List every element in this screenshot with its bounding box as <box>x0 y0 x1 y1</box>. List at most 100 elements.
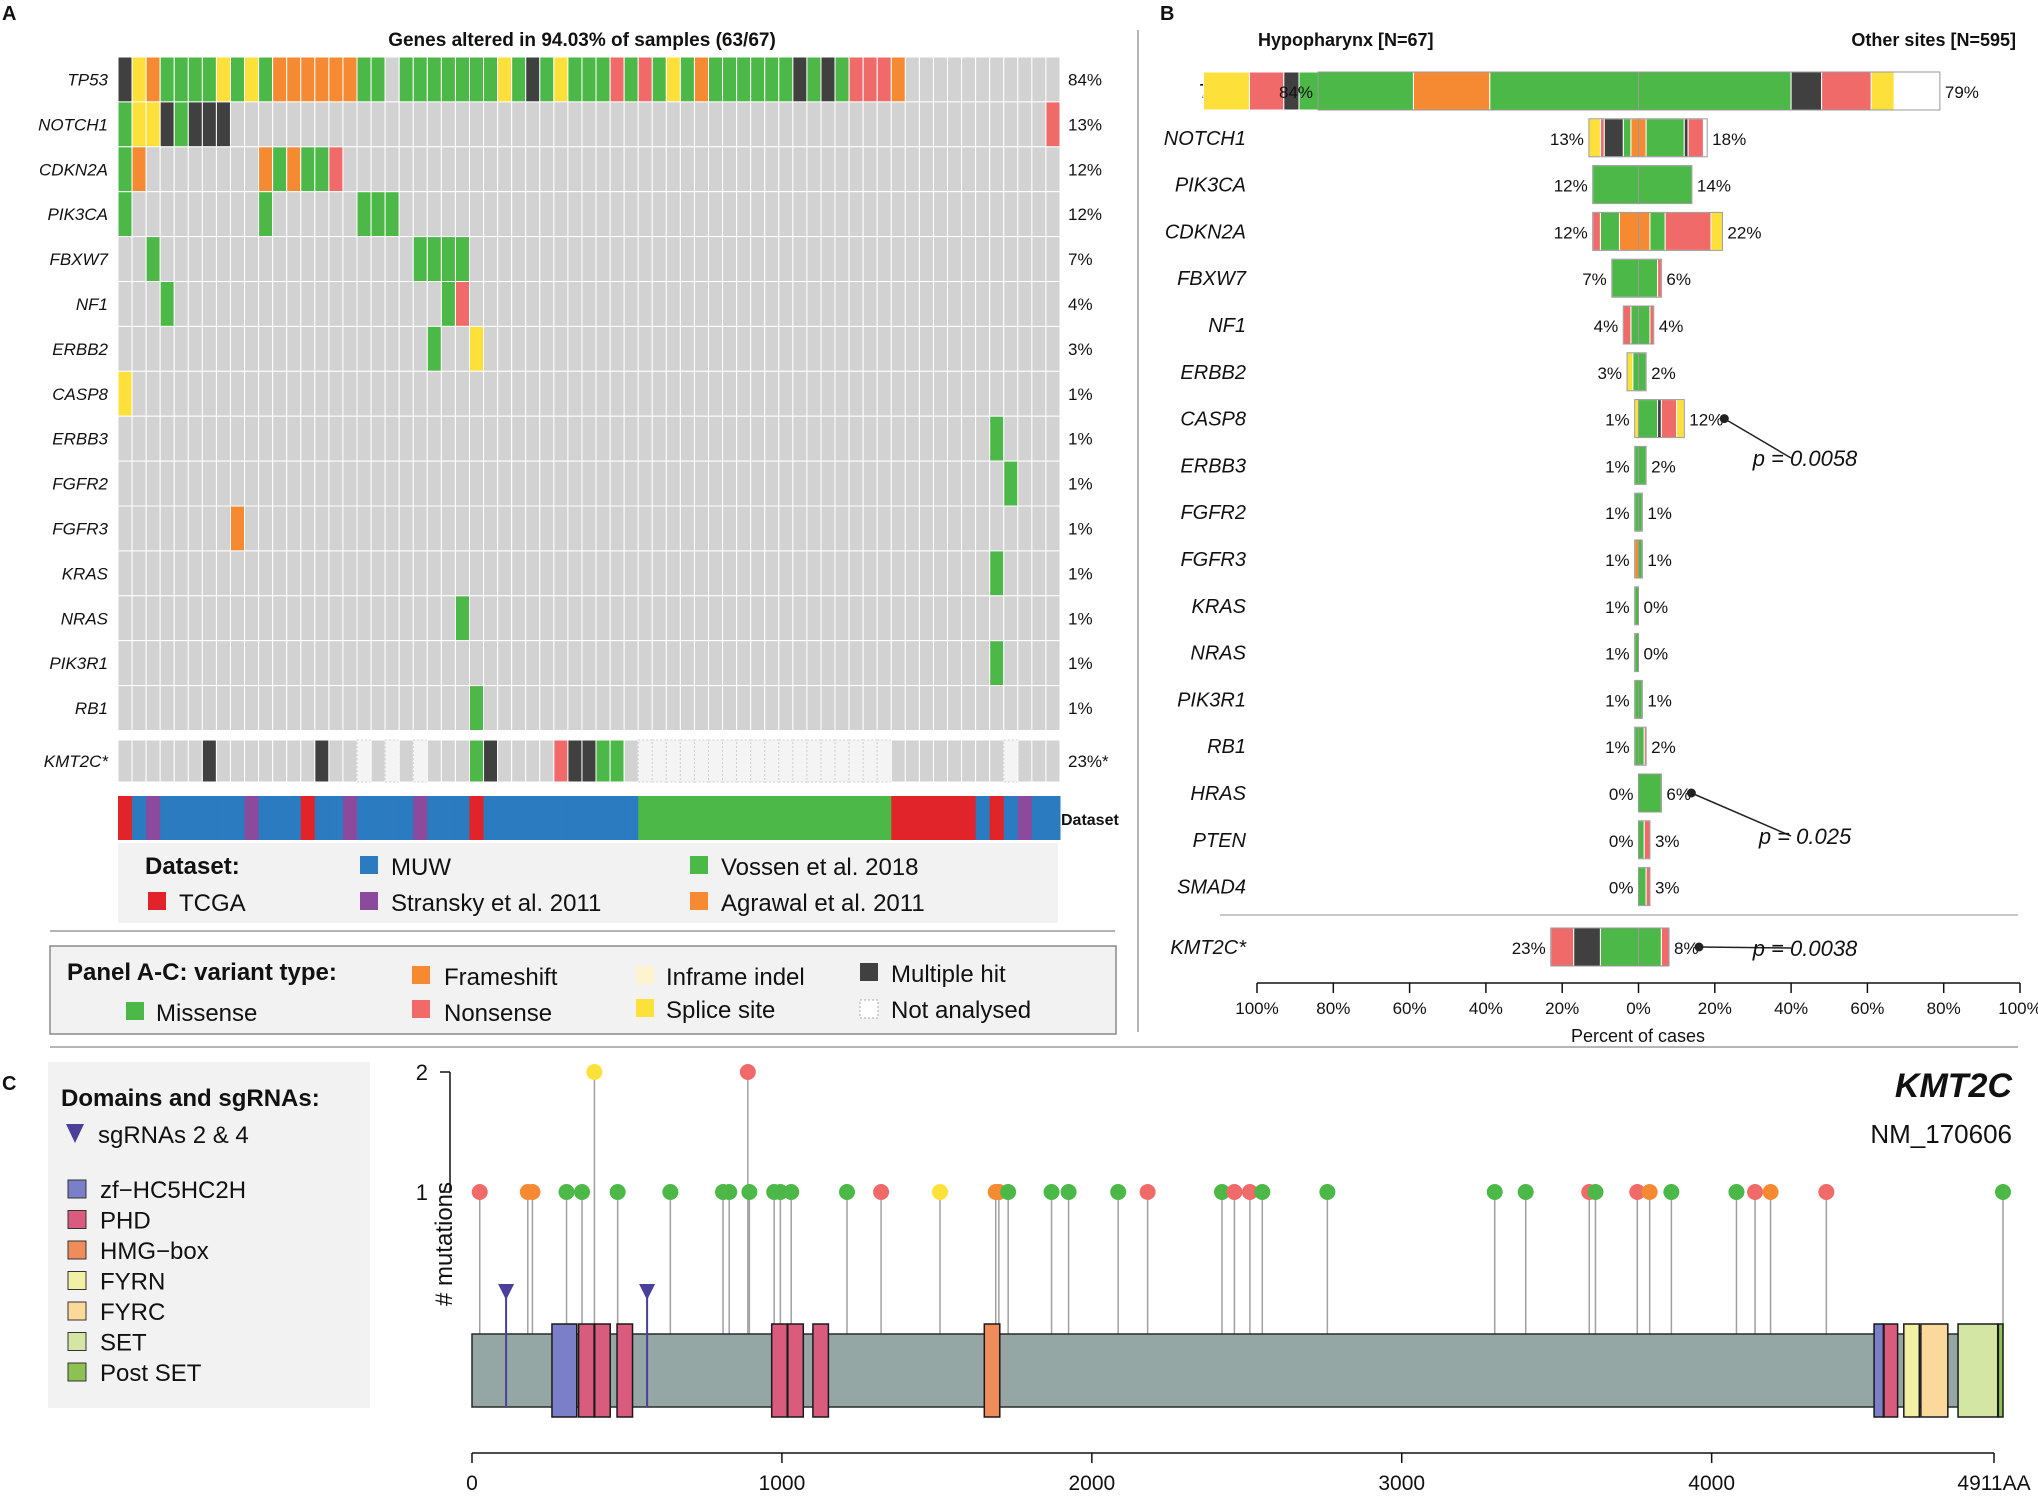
oncoprint-cell <box>932 415 949 462</box>
oncoprint-cell <box>708 550 724 597</box>
dataset-cell <box>483 796 499 840</box>
oncoprint-cell <box>187 550 203 597</box>
oncoprint-cell <box>581 595 597 642</box>
oncoprint-cell <box>159 595 175 642</box>
oncoprint-cell <box>750 325 766 372</box>
oncoprint-cell <box>651 739 667 783</box>
oncoprint-cell <box>834 685 850 731</box>
oncoprint-cell <box>637 739 653 783</box>
oncoprint-cell <box>384 146 400 193</box>
oncoprint-cell <box>468 56 485 103</box>
oncoprint-cell <box>722 236 738 283</box>
oncoprint-cell <box>1003 739 1019 783</box>
lollipop-heads <box>471 1064 2011 1200</box>
gene-label-pik3r1: PIK3R1 <box>49 654 108 673</box>
oncoprint-cell <box>567 281 583 327</box>
oncoprint-cell <box>1003 505 1019 552</box>
oncoprint-cell <box>370 236 386 283</box>
bar-x-axis: 100% 80% 60% 40% 20% 0% 20% 40% 60% 80% 100% <box>1235 982 2038 1018</box>
bar-outline-left <box>1634 633 1640 673</box>
oncoprint-cell <box>483 236 499 283</box>
gene-label-fgfr3: FGFR3 <box>52 519 108 538</box>
dataset-cell <box>750 796 766 840</box>
oncoprint-cell <box>370 550 386 597</box>
oncoprint-cell <box>468 191 485 238</box>
oncoprint-cell <box>215 685 231 731</box>
oncoprint-cell <box>468 550 485 597</box>
oncoprint-gene-labels: TP53 NOTCH1 CDKN2A PIK3CA FBXW7 NF1 ERBB2 CASP8… <box>38 70 109 718</box>
legend-swatch-phd <box>67 1210 87 1229</box>
oncoprint-cell <box>904 460 920 507</box>
oncoprint-cell <box>483 191 499 238</box>
sgrna-markers <box>498 1284 656 1407</box>
oncoprint-cell <box>342 685 358 731</box>
oncoprint-cell <box>637 191 653 238</box>
oncoprint-cell <box>904 505 920 552</box>
dataset-cell <box>905 796 920 840</box>
oncoprint-cell <box>314 325 330 372</box>
bar-segment-right <box>1638 492 1643 532</box>
oncoprint-cell <box>159 101 175 148</box>
oncoprint-cell <box>497 550 513 597</box>
oncoprint-cell <box>932 460 949 507</box>
oncoprint-cell <box>398 595 414 642</box>
legend-label-multi: Multiple hit <box>891 961 1006 988</box>
oncoprint-cell <box>637 370 653 417</box>
oncoprint-cell <box>904 281 920 327</box>
oncoprint-cell <box>511 685 527 731</box>
oncoprint-cell <box>947 146 963 193</box>
oncoprint-cell <box>272 739 288 783</box>
dataset-cell <box>497 796 513 840</box>
oncoprint-cell <box>1003 281 1019 327</box>
oncoprint-cell <box>1017 739 1033 783</box>
gene-label-erbb3: ERBB3 <box>52 430 108 449</box>
oncoprint-cell <box>215 56 231 103</box>
oncoprint-cell <box>159 415 175 462</box>
oncoprint-cell <box>693 56 710 103</box>
oncoprint-cell <box>764 56 780 103</box>
oncoprint-cell <box>454 281 470 327</box>
oncoprint-cell <box>553 281 569 327</box>
oncoprint-cell <box>328 640 344 687</box>
oncoprint-cell <box>750 56 766 103</box>
bar-left-value: 84% <box>1279 83 1313 102</box>
oncoprint-cell <box>497 146 513 193</box>
oncoprint-cell <box>272 236 288 283</box>
oncoprint-cell <box>609 415 625 462</box>
oncoprint-cell <box>806 505 822 552</box>
oncoprint-cell <box>229 191 246 238</box>
oncoprint-cell <box>539 56 555 103</box>
lollipop-head-missense <box>721 1184 738 1200</box>
oncoprint-cell <box>286 56 302 103</box>
oncoprint-cell <box>665 685 681 731</box>
bar-segment-left <box>1622 118 1632 158</box>
oncoprint-cell <box>623 415 639 462</box>
oncoprint-cell <box>651 325 667 372</box>
bar-right-value: 2% <box>1651 738 1676 757</box>
oncoprint-cell <box>693 101 710 148</box>
oncoprint-cell <box>581 56 597 103</box>
oncoprint-cell <box>778 191 794 238</box>
oncoprint-cell <box>778 281 794 327</box>
oncoprint-cell <box>286 460 302 507</box>
bar-segment-right <box>1638 71 1792 111</box>
oncoprint-cell <box>989 56 1005 103</box>
pvalue-leader <box>1691 792 1792 837</box>
gene-label-tp53: TP53 <box>67 70 108 89</box>
dataset-cell <box>441 796 456 840</box>
oncoprint-cell <box>736 146 752 193</box>
oncoprint-cell <box>440 685 456 731</box>
oncoprint-cell <box>483 101 499 148</box>
oncoprint-cell <box>581 370 597 417</box>
sgrna-triangle <box>498 1284 515 1300</box>
oncoprint-cell <box>1017 191 1033 238</box>
oncoprint-cell <box>440 101 456 148</box>
oncoprint-cell <box>876 370 892 417</box>
oncoprint-cell <box>947 505 963 552</box>
bar-right-value: 6% <box>1666 270 1691 289</box>
bar-outline-right <box>1638 927 1670 967</box>
oncoprint-cell <box>159 640 175 687</box>
oncoprint-cell <box>300 550 316 597</box>
bar-segment-right <box>1660 927 1670 967</box>
protein-domain-set <box>1957 1323 1999 1418</box>
